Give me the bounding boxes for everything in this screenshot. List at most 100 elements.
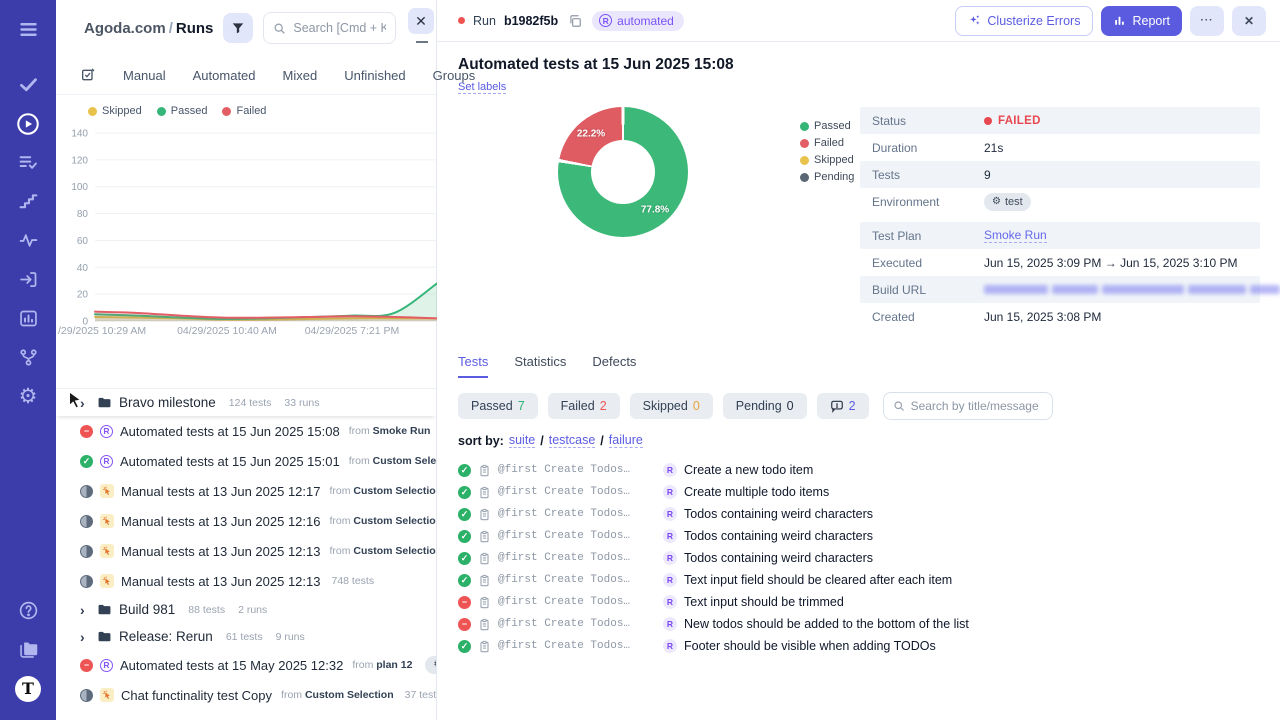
sidebar-item-projects-folder[interactable] — [0, 630, 56, 669]
run-row[interactable]: − R Automated tests at 15 Jun 2025 15:08 fr… — [56, 416, 436, 446]
test-row[interactable]: ✓ @first Create Todos… R Footer should be v… — [458, 635, 1260, 657]
app-logo: T — [15, 675, 41, 702]
clusterize-errors-button[interactable]: Clusterize Errors — [955, 5, 1094, 36]
report-button[interactable]: Report — [1101, 5, 1182, 36]
sort-link-testcase[interactable]: testcase — [548, 433, 596, 448]
copy-icon — [568, 14, 582, 28]
test-row[interactable]: ✓ @first Create Todos… R Text input field s… — [458, 569, 1260, 591]
folder-icon — [97, 602, 112, 617]
status-passed-icon: ✓ — [458, 507, 471, 521]
run-row[interactable]: Chat functinality test Copy from Custom S… — [56, 680, 436, 710]
tests-search-input[interactable] — [910, 399, 1043, 413]
sort-link-failure[interactable]: failure — [608, 433, 643, 448]
tab-tests[interactable]: Tests — [458, 354, 489, 378]
test-row[interactable]: ✓ @first Create Todos… R Todos containing w… — [458, 503, 1260, 525]
detail-value: ⚙ test — [984, 192, 1031, 211]
tab-mixed[interactable]: Mixed — [282, 67, 318, 83]
sidebar-item-check[interactable] — [0, 65, 56, 104]
test-plan-link[interactable]: Smoke Run — [984, 228, 1047, 243]
chevron-right-icon[interactable]: › — [80, 601, 85, 618]
clipboard-icon — [478, 530, 491, 543]
run-title-text: Chat functinality test Copy — [121, 687, 273, 703]
tab-automated[interactable]: Automated — [192, 67, 256, 83]
more-actions-button[interactable]: ··· — [1190, 5, 1224, 36]
copy-run-id-button[interactable] — [566, 12, 584, 30]
sidebar-item-menu[interactable] — [0, 10, 56, 49]
run-title-text: Automated tests at 15 May 2025 12:32 — [120, 657, 344, 673]
test-row[interactable]: − @first Create Todos… R New todos should b… — [458, 613, 1260, 635]
sidebar-item-import[interactable] — [0, 260, 56, 299]
run-group-row[interactable]: › Release: Rerun 61 tests 9 runs — [56, 623, 436, 650]
tab-unfinished[interactable]: Unfinished — [344, 67, 406, 83]
filter-chip-comments[interactable]: 2 — [816, 393, 869, 419]
donut-legend-skipped: Skipped — [800, 154, 854, 166]
manual-run-icon — [100, 574, 114, 588]
detail-row: Duration 21s — [860, 134, 1260, 161]
detail-value: 21s — [984, 140, 1004, 155]
filter-chip-pending[interactable]: Pending 0 — [722, 393, 807, 419]
run-row[interactable]: − R Automated tests at 15 May 2025 12:32 fr… — [56, 650, 436, 680]
donut-ring — [558, 107, 688, 237]
status-passed-icon: ✓ — [458, 485, 471, 499]
chevron-right-icon[interactable]: › — [80, 394, 85, 411]
legend-label: Passed — [170, 105, 208, 117]
detail-label: Test Plan — [872, 228, 922, 243]
run-source: from Custom Selection — [329, 515, 436, 527]
collapse-icon[interactable] — [416, 37, 428, 43]
git-branch-icon — [18, 347, 39, 368]
run-group-row[interactable]: › Bravo milestone 124 tests 33 runs — [56, 389, 436, 416]
project-name[interactable]: Agoda.com — [84, 19, 166, 37]
test-row[interactable]: − @first Create Todos… R Text input should … — [458, 591, 1260, 613]
test-row[interactable]: ✓ @first Create Todos… R Create a new todo … — [458, 459, 1260, 481]
chevron-right-icon[interactable]: › — [80, 628, 85, 645]
sidebar-item-git-branch[interactable] — [0, 338, 56, 377]
filter-chip-skipped[interactable]: Skipped 0 — [629, 393, 713, 419]
automated-label-badge[interactable]: R automated — [592, 10, 684, 31]
run-row[interactable]: Manual tests at 13 Jun 2025 12:16 from Cu… — [56, 506, 436, 536]
breadcrumb: Agoda.com / Runs — [84, 20, 213, 37]
environment-name: test — [1004, 195, 1023, 208]
sidebar-item-settings-gear[interactable]: ⚙ — [0, 377, 56, 416]
comment-icon — [830, 399, 844, 413]
run-group-row[interactable]: › Build 981 88 tests 2 runs — [56, 596, 436, 623]
legend-item-skipped: Skipped — [88, 105, 142, 117]
clipboard-icon — [478, 574, 491, 587]
filter-chip-passed[interactable]: Passed 7 — [458, 393, 538, 419]
close-run-button[interactable]: ✕ — [1232, 5, 1266, 36]
svg-text:20: 20 — [77, 290, 89, 301]
runs-search-input[interactable] — [293, 21, 386, 35]
sidebar-item-help[interactable] — [0, 591, 56, 630]
test-row[interactable]: ✓ @first Create Todos… R Create multiple to… — [458, 481, 1260, 503]
sort-link-suite[interactable]: suite — [508, 433, 536, 448]
filter-count: 2 — [599, 399, 607, 413]
status-failed-icon: − — [80, 424, 93, 438]
import-icon — [18, 269, 39, 290]
status-partial-icon — [80, 688, 93, 702]
sidebar-item-play-circle[interactable] — [0, 104, 56, 143]
sidebar-item-activity[interactable] — [0, 221, 56, 260]
filter-button[interactable] — [223, 13, 254, 43]
run-tests-count: 748 tests — [331, 575, 375, 587]
sidebar-item-steps[interactable] — [0, 182, 56, 221]
sidebar-item-logo[interactable]: T — [0, 669, 56, 708]
run-row[interactable]: Manual tests at 13 Jun 2025 12:17 from Cu… — [56, 476, 436, 506]
panel-close-button[interactable]: ✕ — [408, 8, 434, 34]
test-row[interactable]: ✓ @first Create Todos… R Todos containing w… — [458, 547, 1260, 569]
clipboard-icon — [478, 552, 491, 565]
run-row[interactable]: Manual tests at 13 Jun 2025 12:13 from Cu… — [56, 536, 436, 566]
tab-groups[interactable]: Groups — [432, 67, 476, 83]
tab-defects[interactable]: Defects — [592, 354, 637, 369]
tab-manual[interactable]: Manual — [123, 67, 166, 83]
set-labels-link[interactable]: Set labels — [458, 81, 507, 94]
tab-statistics[interactable]: Statistics — [514, 354, 567, 369]
svg-text:140: 140 — [71, 129, 88, 140]
status-failed-icon: − — [458, 617, 471, 631]
test-row[interactable]: ✓ @first Create Todos… R Todos containing w… — [458, 525, 1260, 547]
select-runs-icon[interactable] — [80, 67, 96, 83]
sparkles-icon — [968, 14, 981, 27]
run-row[interactable]: ✓ R Automated tests at 15 Jun 2025 15:01 fr… — [56, 446, 436, 476]
run-row[interactable]: Manual tests at 13 Jun 2025 12:13 748 tes… — [56, 566, 436, 596]
filter-chip-failed[interactable]: Failed 2 — [547, 393, 620, 419]
sidebar-item-list-check[interactable] — [0, 143, 56, 182]
sidebar-item-report-chart[interactable] — [0, 299, 56, 338]
